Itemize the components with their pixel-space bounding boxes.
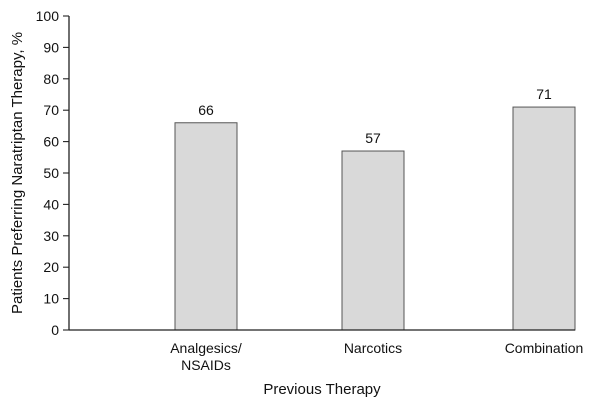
bar (512, 106, 576, 331)
data-label: 57 (365, 130, 381, 146)
category-label: Analgesics/NSAIDs (170, 340, 242, 373)
y-tick-label: 50 (43, 165, 59, 181)
y-tick-label: 0 (51, 322, 59, 338)
category-label: Combination (505, 340, 584, 356)
y-tick-label: 20 (43, 259, 59, 275)
bars (174, 106, 576, 331)
y-tick-label: 80 (43, 71, 59, 87)
data-labels: 66 57 71 (198, 86, 552, 146)
y-tick-label: 40 (43, 196, 59, 212)
x-axis-title: Previous Therapy (263, 381, 381, 398)
y-tick-label: 60 (43, 134, 59, 150)
y-axis-ticks: 0 10 20 30 40 50 60 70 80 90 100 (36, 8, 69, 338)
y-tick-label: 30 (43, 228, 59, 244)
category-label: Narcotics (344, 340, 402, 356)
y-tick-label: 90 (43, 39, 59, 55)
data-label: 66 (198, 102, 214, 118)
bar (174, 122, 238, 331)
y-tick-label: 10 (43, 291, 59, 307)
category-labels: Analgesics/NSAIDs Narcotics Combination (170, 340, 583, 373)
y-tick-label: 70 (43, 102, 59, 118)
y-axis-title: Patients Preferring Naratriptan Therapy,… (9, 32, 26, 314)
data-label: 71 (536, 86, 552, 102)
y-tick-label: 100 (36, 8, 60, 24)
bar (341, 150, 405, 331)
